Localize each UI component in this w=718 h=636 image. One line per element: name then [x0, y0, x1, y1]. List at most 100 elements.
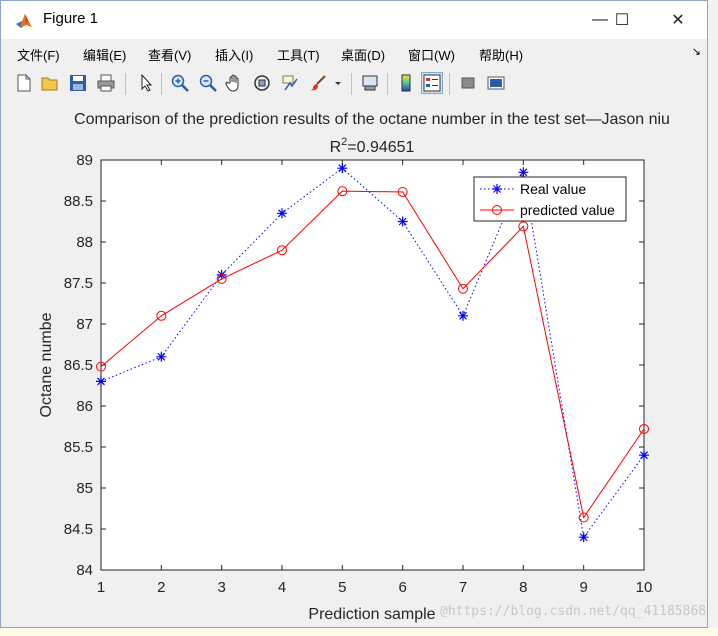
close-button[interactable]: ✕ [655, 1, 701, 39]
rotate-3d-icon [254, 75, 270, 91]
data-point-star [156, 351, 167, 362]
menu-desktop[interactable]: 桌面(D) [341, 48, 386, 63]
y-tick-label: 87 [76, 316, 93, 333]
desktop-background-right [708, 0, 718, 636]
save-button[interactable] [67, 72, 89, 94]
x-tick-label: 7 [459, 579, 467, 596]
pointer-button[interactable] [135, 72, 157, 94]
toolbar-separator [125, 73, 126, 95]
axes-group: 1 2 3 4 5 6 7 8 9 108484.58585.58686.58787.58888.… [64, 152, 653, 596]
y-tick-label: 88 [76, 234, 93, 251]
open-file-icon [41, 77, 58, 91]
zoom-out-button[interactable] [197, 72, 219, 94]
y-tick-label: 87.5 [64, 275, 93, 292]
x-tick-label: 1 [97, 579, 105, 596]
chart-subtitle: R2=0.94651 [330, 136, 415, 156]
data-point-star [337, 163, 348, 174]
chart-title: Comparison of the prediction results of … [74, 111, 670, 128]
series-predicted-value [96, 186, 649, 523]
data-point-star [397, 216, 408, 227]
y-tick-label: 85.5 [64, 439, 93, 456]
menu-help[interactable]: 帮助(H) [479, 48, 524, 63]
subtitle-suffix: =0.94651 [347, 139, 414, 156]
zoom-in-button[interactable] [169, 72, 191, 94]
menu-view[interactable]: 查看(V) [148, 48, 192, 63]
data-point-circle [518, 221, 529, 232]
data-cursor-button[interactable] [279, 72, 301, 94]
y-tick-label: 84 [76, 562, 93, 579]
colorbar-icon [401, 74, 411, 92]
figure-window: Figure 1 — ☐ ✕ 文件(F) 编辑(E) 查看(V) 插入(I) 工… [0, 0, 708, 628]
new-figure-icon [17, 74, 31, 92]
series-line [100, 190, 645, 519]
brush-dropdown-button[interactable] [331, 72, 345, 94]
data-point-star [639, 450, 649, 461]
toolbar-separator [387, 73, 388, 95]
print-button[interactable] [95, 72, 117, 94]
brush-icon [310, 75, 326, 91]
legend-button[interactable] [421, 72, 443, 94]
plot-area [100, 159, 645, 571]
pointer-icon [141, 74, 153, 92]
x-tick-label: 4 [278, 579, 286, 596]
y-tick-label: 86.5 [64, 357, 93, 374]
x-tick-label: 10 [636, 579, 653, 596]
open-file-button[interactable] [39, 72, 61, 94]
figure-canvas: Comparison of the prediction results of … [1, 101, 707, 627]
data-point-circle [397, 186, 408, 197]
link-plot-icon [362, 75, 378, 91]
y-tick-label: 88.5 [64, 193, 93, 210]
menu-edit[interactable]: 编辑(E) [83, 48, 127, 63]
window-title: Figure 1 [43, 10, 99, 27]
data-point-star [518, 167, 529, 178]
data-point-star [458, 310, 468, 321]
legend-entry-label: Real value [520, 181, 586, 197]
series-group [96, 163, 649, 543]
data-point-star [578, 532, 589, 543]
menu-insert[interactable]: 插入(I) [215, 48, 254, 63]
data-point-star [96, 376, 106, 387]
data-cursor-icon [282, 75, 298, 91]
pan-button[interactable] [223, 72, 245, 94]
toolbar-separator [351, 73, 352, 95]
rotate-3d-button[interactable] [251, 72, 273, 94]
show-plot-tools-icon [487, 76, 505, 90]
legend[interactable]: Real value predicted value [473, 176, 627, 222]
data-point-circle [578, 512, 589, 523]
menu-tools[interactable]: 工具(T) [277, 48, 320, 63]
menu-overflow-icon[interactable]: ↘ [691, 46, 701, 58]
data-point-circle [216, 273, 227, 284]
link-plot-button[interactable] [359, 72, 381, 94]
series-line [100, 167, 645, 539]
legend-entry-label: predicted value [520, 202, 615, 218]
data-point-circle [277, 245, 287, 256]
title-bar[interactable]: Figure 1 — ☐ ✕ [1, 1, 707, 39]
show-plot-tools-button[interactable] [485, 72, 507, 94]
brush-button[interactable] [307, 72, 329, 94]
menu-window[interactable]: 窗口(W) [408, 48, 455, 63]
legend-marker-star [492, 184, 502, 194]
data-point-circle [639, 423, 649, 434]
x-tick-label: 3 [217, 579, 225, 596]
print-icon [97, 74, 115, 92]
legend-marker-circle [492, 205, 502, 215]
y-axis-label: Octane numbe [38, 312, 55, 417]
zoom-out-icon [199, 74, 217, 92]
new-figure-button[interactable] [13, 72, 35, 94]
hide-plot-tools-button[interactable] [457, 72, 479, 94]
minimize-button[interactable]: — [577, 1, 623, 39]
y-tick-label: 84.5 [64, 521, 93, 538]
colorbar-button[interactable] [395, 72, 417, 94]
watermark-url: @https://blog.csdn.net/qq_41185868 [440, 604, 707, 619]
data-point-circle [458, 283, 468, 294]
plot-svg[interactable]: Comparison of the prediction results of … [1, 101, 707, 627]
figure-toolbar [1, 67, 707, 102]
menu-bar: 文件(F) 编辑(E) 查看(V) 插入(I) 工具(T) 桌面(D) 窗口(W… [1, 39, 707, 67]
menu-file[interactable]: 文件(F) [17, 48, 60, 63]
x-tick-label: 8 [519, 579, 527, 596]
x-tick-label: 2 [157, 579, 165, 596]
toolbar-separator [161, 73, 162, 95]
hide-plot-tools-icon [461, 77, 475, 89]
pan-hand-icon [225, 74, 239, 92]
maximize-button[interactable]: ☐ [599, 1, 645, 39]
